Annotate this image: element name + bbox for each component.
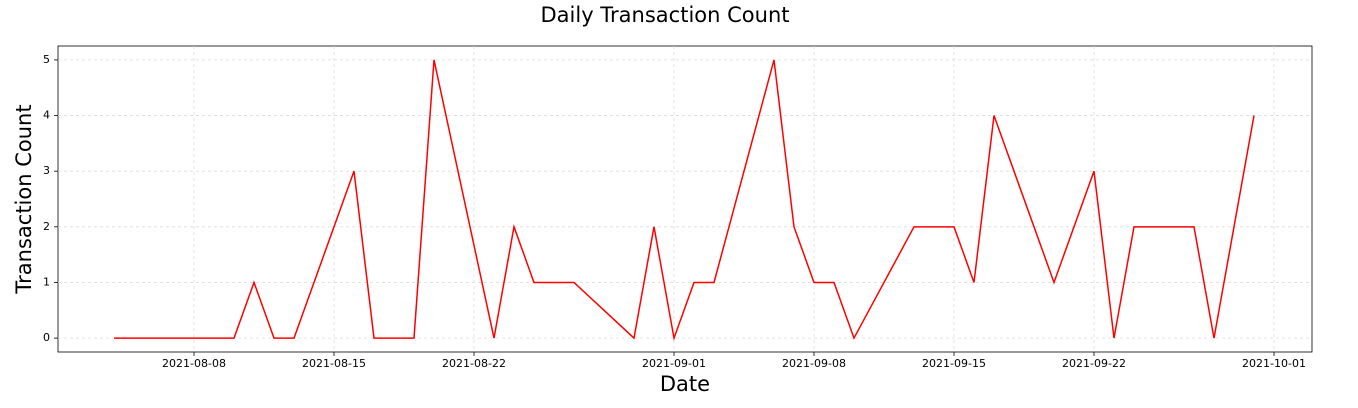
x-tick-label: 2021-10-01 — [1242, 357, 1306, 370]
y-tick-label: 3 — [43, 164, 50, 177]
x-tick-label: 2021-08-15 — [302, 357, 366, 370]
x-tick-label: 2021-08-22 — [442, 357, 506, 370]
x-tick-label: 2021-09-08 — [782, 357, 846, 370]
y-tick-label: 0 — [43, 331, 50, 344]
y-tick-label: 5 — [43, 53, 50, 66]
y-tick-label: 1 — [43, 275, 50, 288]
y-axis-label: Transaction Count — [12, 104, 36, 294]
x-tick-label: 2021-08-08 — [162, 357, 226, 370]
chart-title: Daily Transaction Count — [541, 3, 790, 27]
y-tick-label: 4 — [43, 109, 50, 122]
x-axis-label: Date — [660, 372, 710, 396]
x-tick-label: 2021-09-15 — [922, 357, 986, 370]
plot-frame — [57, 45, 1313, 353]
x-tick-label: 2021-09-01 — [642, 357, 706, 370]
y-tick-label: 2 — [43, 220, 50, 233]
data-line — [114, 59, 1255, 341]
x-tick-label: 2021-09-22 — [1062, 357, 1126, 370]
